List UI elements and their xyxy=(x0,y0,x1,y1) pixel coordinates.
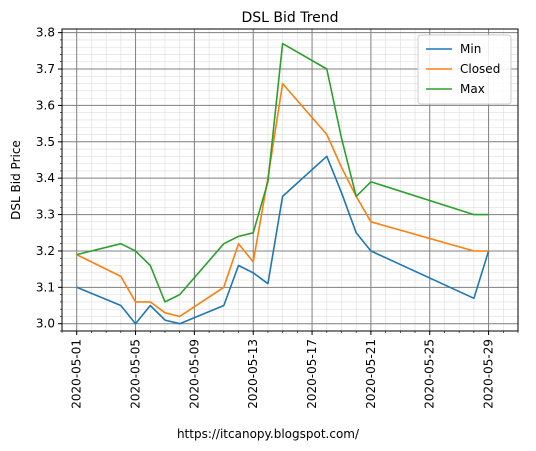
y-tick-label: 3.6 xyxy=(36,98,55,112)
y-tick-labels: 3.0 3.1 3.2 3.3 3.4 3.5 3.6 3.7 3.8 xyxy=(36,26,55,331)
plot-frame xyxy=(61,28,519,332)
y-tick-label: 3.2 xyxy=(36,244,55,258)
x-tick-label: 2020-05-05 xyxy=(129,339,143,409)
legend-box xyxy=(417,34,512,105)
y-tick-label: 3.5 xyxy=(36,135,55,149)
y-tick-label: 3.4 xyxy=(36,171,55,185)
series-layer xyxy=(76,42,490,325)
legend: Min Closed Max xyxy=(417,34,512,105)
y-tick-label: 3.1 xyxy=(36,280,55,294)
x-tick-label: 2020-05-25 xyxy=(423,339,437,409)
chart-title: DSL Bid Trend xyxy=(241,10,338,26)
footer-url: https://itcanopy.blogspot.com/ xyxy=(176,427,360,441)
major-grid xyxy=(62,29,518,331)
x-tick-label: 2020-05-29 xyxy=(482,339,496,409)
x-tick-label: 2020-05-21 xyxy=(364,339,378,409)
series-line-max xyxy=(76,42,489,303)
y-tick-label: 3.3 xyxy=(36,208,55,222)
legend-label-min: Min xyxy=(460,42,481,56)
y-tick-label: 3.0 xyxy=(36,317,55,331)
x-tick-labels: 2020-05-01 2020-05-05 2020-05-09 2020-05-13… xyxy=(70,339,496,409)
axis-ticks xyxy=(58,32,519,335)
x-tick-label: 2020-05-13 xyxy=(246,339,260,409)
legend-label-closed: Closed xyxy=(460,62,500,76)
series-line-closed xyxy=(76,82,489,318)
legend-label-max: Max xyxy=(460,82,485,96)
y-tick-label: 3.8 xyxy=(36,26,55,40)
y-tick-label: 3.7 xyxy=(36,62,55,76)
x-tick-label: 2020-05-01 xyxy=(70,339,84,409)
x-tick-label: 2020-05-09 xyxy=(187,339,201,409)
y-axis-label: DSL Bid Price xyxy=(9,140,23,220)
x-tick-label: 2020-05-17 xyxy=(305,339,319,409)
series-line-min xyxy=(76,155,490,325)
